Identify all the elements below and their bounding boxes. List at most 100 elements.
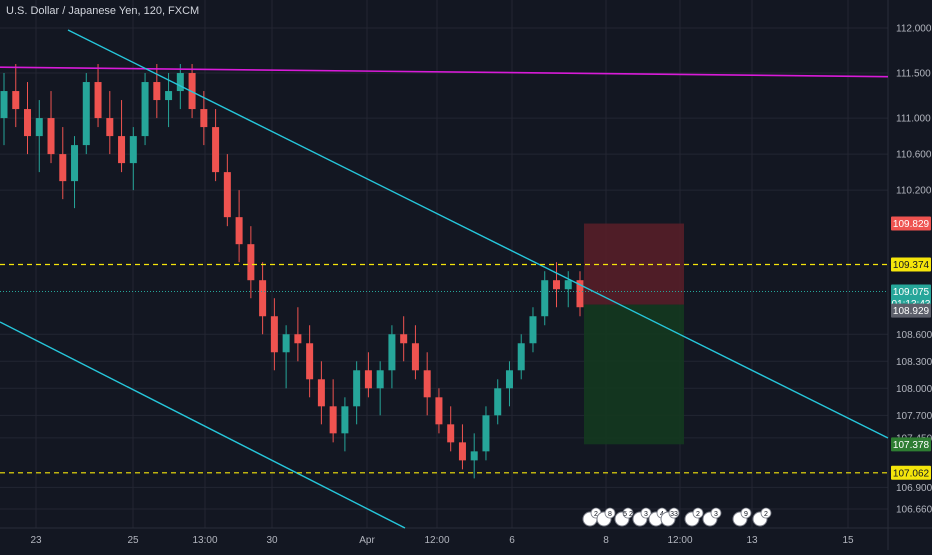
price-tag	[891, 216, 931, 231]
y-tick-label: 110.200	[896, 186, 932, 197]
y-tick-label: 110.600	[896, 150, 932, 161]
y-tick-label: 106.900	[896, 483, 932, 494]
x-tick-label: Apr	[359, 535, 375, 546]
candle-body	[282, 334, 290, 353]
candle-body	[94, 82, 102, 119]
y-tick-label: 106.660	[896, 505, 932, 516]
y-tick-label: 112.000	[896, 24, 932, 35]
candle-body	[552, 280, 560, 290]
event-badge-label: 5 2	[623, 511, 633, 518]
candle-body	[576, 280, 584, 308]
candle-body	[376, 370, 384, 389]
candle-body	[294, 334, 302, 344]
candle-body	[529, 316, 537, 344]
candle-body	[259, 280, 267, 317]
candle-body	[118, 136, 126, 164]
resistance-line	[0, 66, 889, 78]
candle-body	[106, 118, 114, 137]
event-badge-label: 8	[608, 511, 612, 518]
x-tick-label: 13	[746, 535, 758, 546]
candle-body	[329, 406, 337, 434]
candle-body	[470, 451, 478, 461]
candle-body	[400, 334, 408, 344]
upper-trendline	[67, 29, 889, 439]
candle-body	[270, 316, 278, 353]
candle-body	[35, 118, 43, 137]
candle-body	[353, 370, 361, 407]
x-tick-label: 6	[509, 535, 515, 546]
event-badge-count	[668, 507, 680, 519]
price-tag	[891, 257, 931, 272]
candle-body	[129, 136, 137, 164]
candle-body	[494, 388, 502, 416]
event-badge-count	[692, 507, 704, 519]
x-tick-label: 8	[603, 535, 609, 546]
y-tick-label: 111.500	[896, 69, 931, 80]
candle-body	[447, 424, 455, 443]
candle-body	[247, 244, 255, 281]
candle-body	[564, 280, 572, 290]
event-badge-label: 33	[670, 511, 678, 518]
candle-body	[306, 343, 314, 380]
x-tick-label: 30	[266, 535, 278, 546]
y-tick-label: 108.000	[896, 384, 932, 395]
event-badge-label: 2	[594, 511, 598, 518]
y-tick-label: 108.600	[896, 330, 932, 341]
y-tick-label: 111.000	[896, 114, 931, 125]
event-badge-count	[710, 507, 722, 519]
x-tick-label: 15	[842, 535, 854, 546]
take-profit-zone	[584, 304, 684, 445]
candle-body	[153, 82, 161, 101]
event-badge-count	[760, 507, 772, 519]
event-badge-count	[640, 507, 652, 519]
event-badge-label: 3	[644, 511, 648, 518]
candle-body	[517, 343, 525, 371]
candle-body	[24, 109, 32, 137]
x-tick-label: 23	[30, 535, 42, 546]
price-tag-label: 109.374	[893, 260, 930, 271]
y-tick-label: 107.700	[896, 411, 932, 422]
event-badge-label: 2	[764, 511, 768, 518]
event-badge-label: 9	[744, 511, 748, 518]
candle-body	[12, 91, 20, 110]
candle-body	[423, 370, 431, 398]
candle-body	[435, 397, 443, 425]
candle-body	[47, 118, 55, 155]
candle-body	[317, 379, 325, 407]
symbol-title: U.S. Dollar / Japanese Yen, 120, FXCM	[6, 5, 200, 17]
candle-body	[341, 406, 349, 434]
event-badge-label: 2	[696, 511, 700, 518]
candle-body	[505, 370, 513, 389]
candle-body	[364, 370, 372, 389]
candle-body	[0, 91, 8, 119]
price-tag-label: 107.378	[893, 440, 930, 451]
candle-body	[411, 343, 419, 371]
event-badge-count	[740, 507, 752, 519]
candle-body	[388, 334, 396, 371]
event-badge-count	[622, 507, 634, 519]
candle-body	[223, 172, 231, 218]
price-tag	[891, 303, 931, 318]
candle-body	[71, 145, 79, 182]
price-tag	[891, 437, 931, 452]
x-tick-label: 12:00	[424, 535, 449, 546]
price-tag	[891, 284, 931, 299]
candle-body	[176, 73, 184, 92]
price-tag-label: 109.829	[893, 219, 930, 230]
price-tag-label: 108.929	[893, 306, 930, 317]
candle-body	[165, 91, 173, 101]
price-tag-label: 109.075	[893, 287, 930, 298]
candle-body	[141, 82, 149, 137]
candle-body	[235, 217, 243, 245]
candle-body	[82, 82, 90, 146]
event-badge-label: 3	[714, 511, 718, 518]
candle-body	[458, 442, 466, 461]
candle-body	[59, 154, 67, 182]
candle-body	[482, 415, 490, 452]
x-tick-label: 13:00	[192, 535, 217, 546]
y-tick-label: 108.300	[896, 357, 932, 368]
price-tag	[891, 465, 931, 480]
